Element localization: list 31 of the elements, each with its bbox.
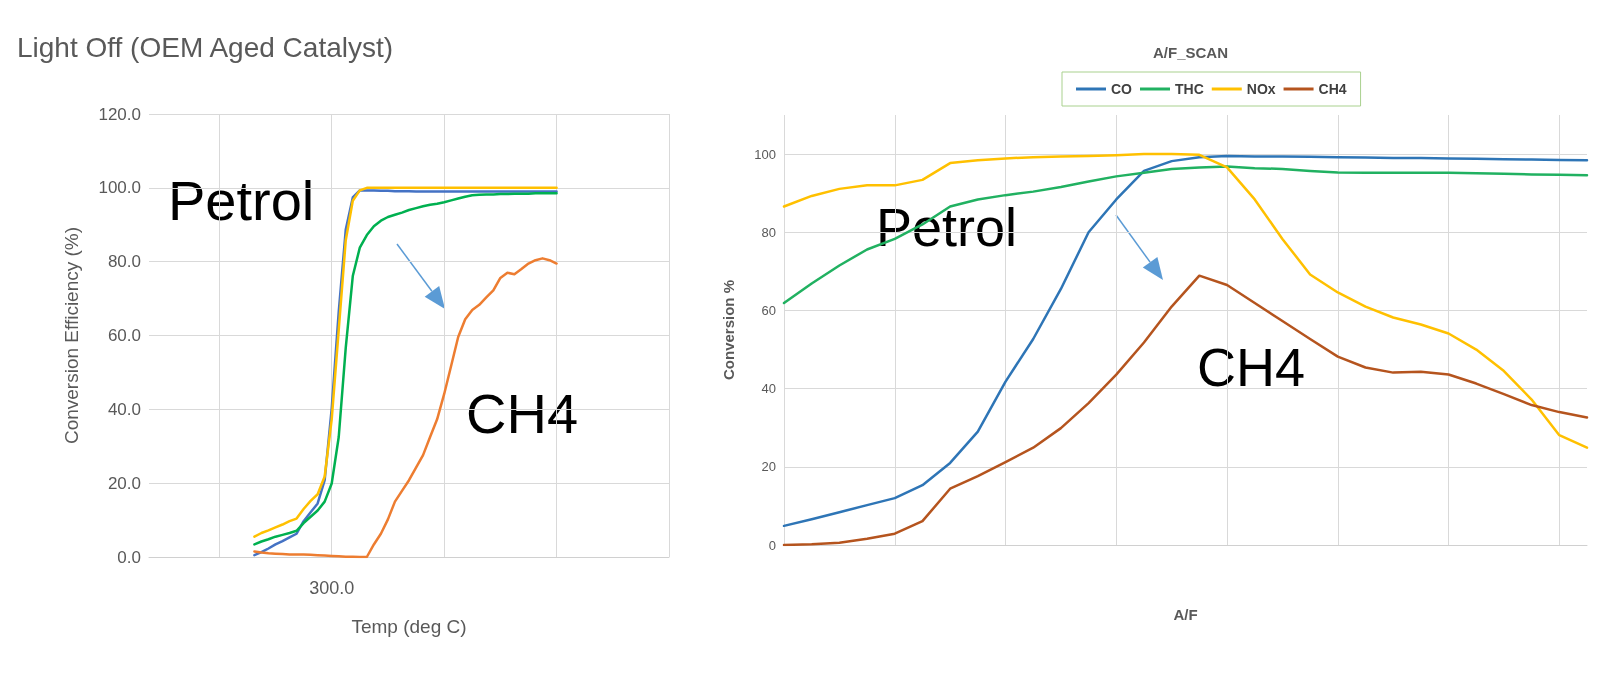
y-axis-title: Conversion Efficiency (%) [61, 226, 82, 445]
line-series [782, 165, 1589, 305]
x-axis-title: Temp (deg C) [351, 616, 467, 637]
annotation: CH4 [1197, 337, 1306, 397]
legend-label: NOx [1246, 81, 1276, 97]
y-tick-label: 80.0 [107, 252, 141, 272]
legend-label: CO [1111, 81, 1133, 97]
y-axis-title: Conversion % [720, 279, 737, 381]
chart-title: Light Off (OEM Aged Catalyst) [17, 31, 394, 63]
y-tick-label: 20.0 [107, 473, 141, 493]
x-tick-label: 300.0 [309, 578, 355, 598]
y-tick-label: 60.0 [107, 326, 141, 345]
legend-label: THC [1175, 81, 1204, 97]
y-tick-label: 100 [754, 146, 776, 162]
y-tick-label: 80 [761, 224, 776, 240]
annotation: CH4 [466, 381, 579, 445]
legend-label: CH4 [1318, 81, 1347, 97]
annotation: Petrol [168, 168, 315, 232]
line-series [782, 274, 1589, 547]
line-series [782, 154, 1589, 528]
y-tick-label: 60 [761, 302, 776, 318]
chart-title: A/F_SCAN [1153, 44, 1229, 61]
x-axis-title: A/F [1173, 606, 1198, 623]
y-tick-label: 20 [761, 459, 776, 475]
y-tick-label: 0.0 [117, 547, 141, 567]
y-tick-label: 100.0 [98, 178, 141, 198]
y-tick-label: 120.0 [98, 104, 141, 124]
line-series [782, 152, 1589, 449]
y-tick-label: 0 [768, 537, 776, 553]
y-tick-label: 40 [761, 381, 776, 397]
y-tick-label: 40.0 [107, 399, 141, 419]
